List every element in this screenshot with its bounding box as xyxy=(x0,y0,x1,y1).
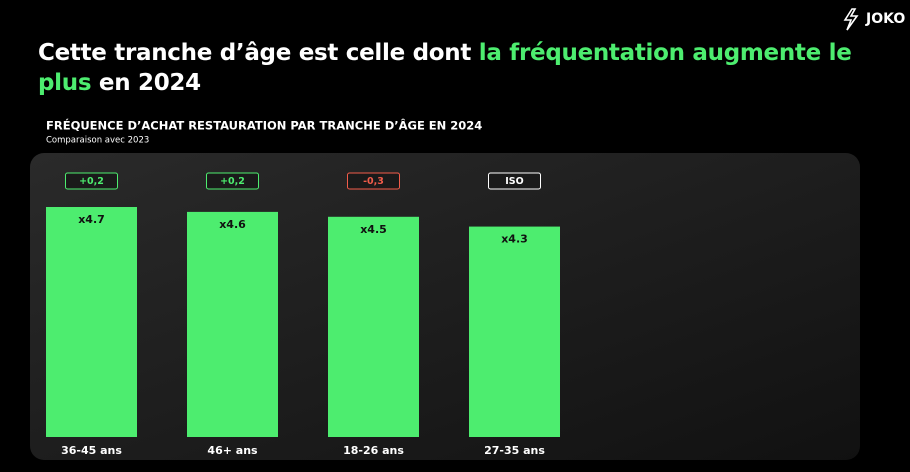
brand: JOKO xyxy=(865,11,905,27)
x-tick-label: 46+ ans xyxy=(207,444,258,457)
bar xyxy=(328,216,419,437)
change-badge xyxy=(206,172,259,190)
bar xyxy=(46,207,137,437)
change-label: ISO xyxy=(505,176,523,187)
value-label: x4.7 xyxy=(78,213,105,226)
chart-subtitle: Comparaison avec 2023 xyxy=(46,136,149,146)
chart-title: FRÉQUENCE D’ACHAT RESTAURATION PAR TRANC… xyxy=(46,118,482,133)
value-label: x4.6 xyxy=(219,218,246,231)
value-label: x4.5 xyxy=(360,223,387,236)
bar xyxy=(469,226,560,437)
change-label: +0,2 xyxy=(79,176,104,187)
change-label: -0,3 xyxy=(363,176,384,187)
x-tick-label: 18-26 ans xyxy=(343,444,404,457)
logo-icon xyxy=(843,8,859,31)
headline-highlight: la fréquentation augmente le plus xyxy=(38,40,852,96)
headline-text: en 2024 xyxy=(91,70,201,96)
x-tick-label: 36-45 ans xyxy=(61,444,122,457)
change-badge xyxy=(347,172,400,190)
bar xyxy=(187,211,278,437)
change-badge xyxy=(65,172,118,190)
headline: Cette tranche d’âge est celle dont la fr… xyxy=(38,38,908,98)
change-badge xyxy=(488,172,541,190)
change-label: +0,2 xyxy=(220,176,245,187)
x-tick-label: 27-35 ans xyxy=(484,444,545,457)
value-label: x4.3 xyxy=(501,233,528,246)
headline-text: Cette tranche d’âge est celle dont xyxy=(38,40,479,66)
chart-panel xyxy=(30,153,860,460)
